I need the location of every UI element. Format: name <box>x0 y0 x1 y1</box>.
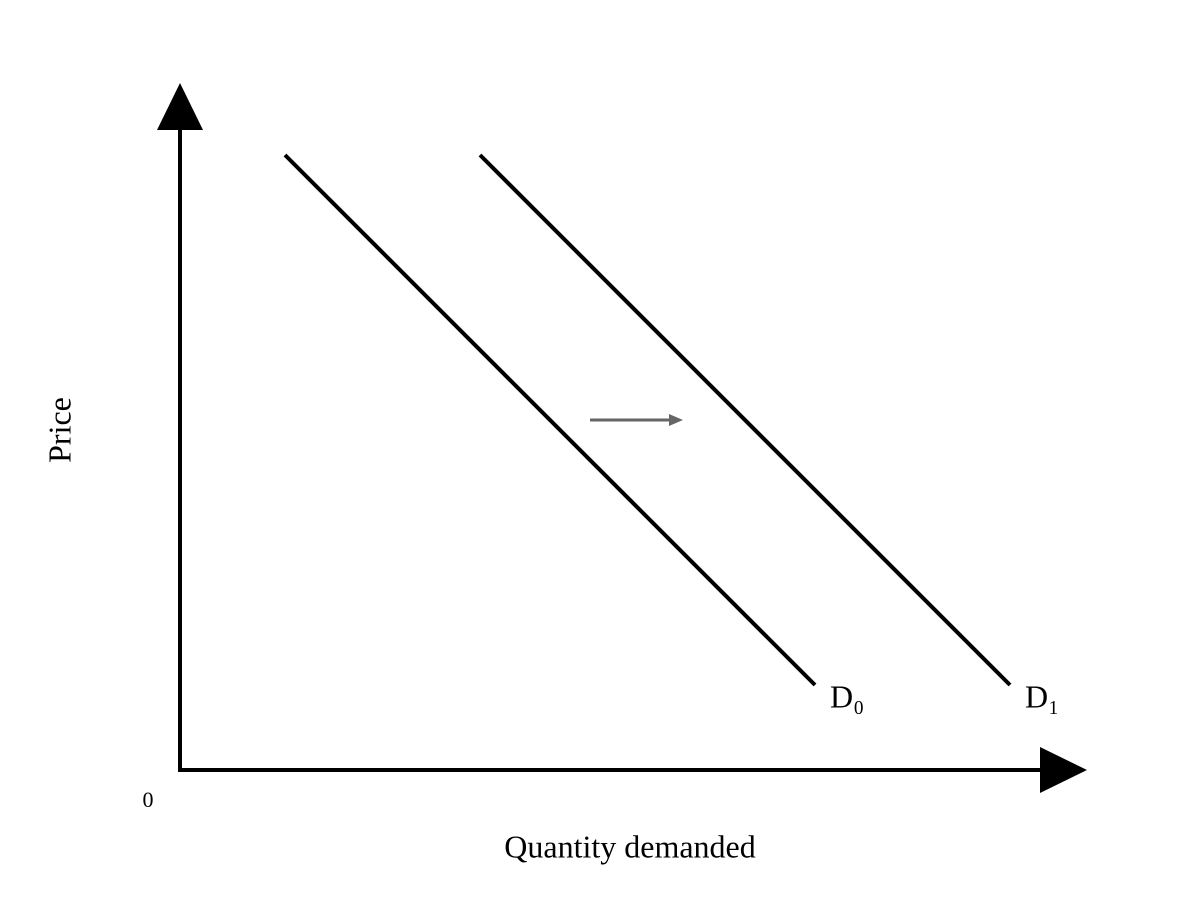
y-axis-arrowhead <box>157 83 203 130</box>
curve-label: D₁ <box>1025 678 1059 714</box>
demand-curve-d1 <box>478 153 1012 687</box>
curve-label: D₀ <box>830 678 864 714</box>
demand-curve-d0 <box>283 153 817 687</box>
shift-arrowhead <box>669 414 683 426</box>
y-axis-label: Price <box>41 397 77 463</box>
x-axis-arrowhead <box>1040 747 1087 793</box>
x-axis-label: Quantity demanded <box>504 828 755 864</box>
origin-label: 0 <box>143 787 154 812</box>
